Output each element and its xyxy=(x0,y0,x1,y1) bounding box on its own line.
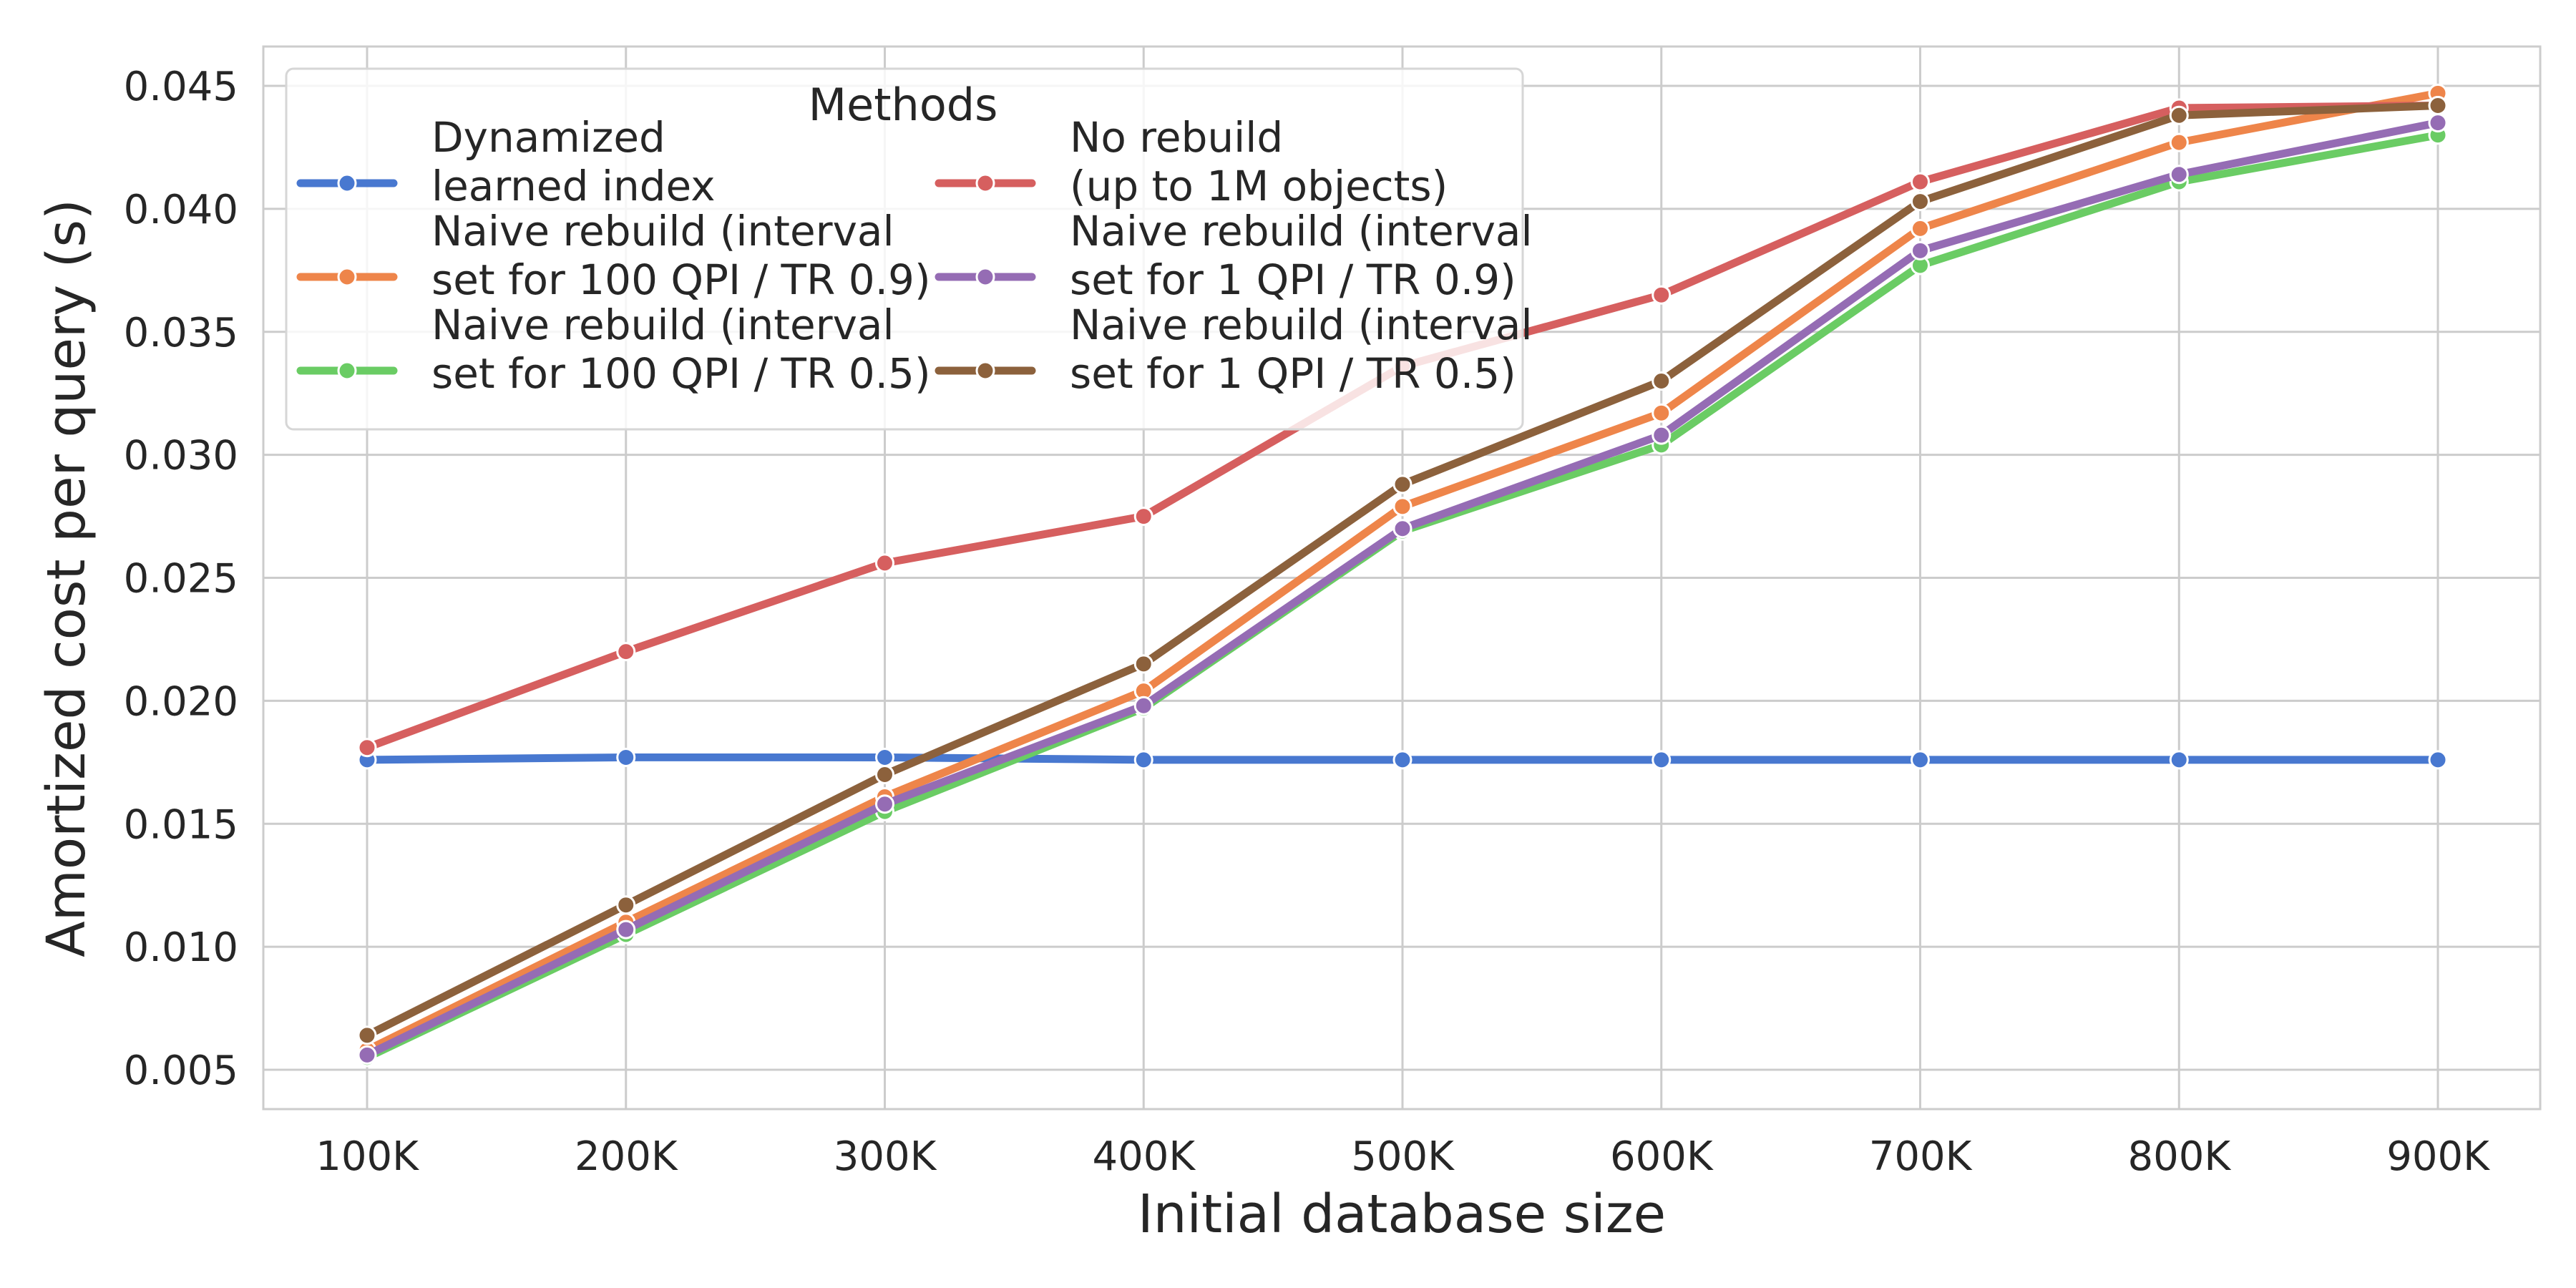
legend-label-line: set for 100 QPI / TR 0.9) xyxy=(431,255,931,304)
x-tick-label: 900K xyxy=(2386,1133,2490,1180)
data-point xyxy=(875,765,894,784)
legend-label-line: Naive rebuild (interval xyxy=(1070,301,1533,349)
x-tick-label: 300K xyxy=(834,1133,937,1180)
data-point xyxy=(1652,403,1672,423)
data-point xyxy=(1392,497,1413,517)
y-tick-label: 0.040 xyxy=(124,187,238,233)
series-5 xyxy=(357,113,2448,1065)
data-point xyxy=(2428,96,2448,115)
x-tick-label: 100K xyxy=(316,1133,419,1180)
data-point xyxy=(1133,654,1153,674)
data-point xyxy=(1911,240,1930,260)
legend-label-line: (up to 1M objects) xyxy=(1070,162,1448,210)
data-point xyxy=(2169,750,2189,770)
data-point xyxy=(2428,113,2448,133)
y-tick-label: 0.020 xyxy=(124,678,238,725)
legend-label: Naive rebuild (interval set for 100 QPI /… xyxy=(431,301,931,398)
legend-item: No rebuild (up to 1M objects) xyxy=(935,113,1448,210)
plot-frame xyxy=(262,45,2542,1111)
data-point xyxy=(1652,425,1672,445)
data-point xyxy=(2169,105,2189,125)
y-tick-label: 0.025 xyxy=(124,556,238,602)
series-6 xyxy=(357,96,2448,1045)
tick-labels: 100K 200K 300K 400K 500K 600K 700K 800K 900K 0.00… xyxy=(124,64,2490,1180)
data-point xyxy=(357,1025,377,1045)
y-axis-title: Amortized cost per query (s) xyxy=(36,199,97,957)
legend-label-line: set for 1 QPI / TR 0.5) xyxy=(1070,349,1516,398)
data-point xyxy=(875,794,894,814)
y-tick-label: 0.015 xyxy=(124,801,238,848)
legend-swatch-marker xyxy=(337,361,357,381)
data-point xyxy=(1911,192,1930,212)
legend-item: Naive rebuild (interval set for 100 QPI /… xyxy=(296,301,931,398)
legend-swatch-marker xyxy=(337,267,357,287)
data-point xyxy=(1652,750,1672,770)
data-point xyxy=(2169,165,2189,185)
legend-swatch-marker xyxy=(337,173,357,193)
data-point xyxy=(1133,750,1153,770)
y-tick-label: 0.045 xyxy=(124,64,238,110)
legend-title: Methods xyxy=(809,79,998,131)
data-point xyxy=(1133,507,1153,527)
series-lines xyxy=(357,83,2448,1068)
data-point xyxy=(1392,474,1413,494)
legend-swatch-marker xyxy=(975,361,995,381)
y-tick-label: 0.030 xyxy=(124,433,238,479)
legend-item: Naive rebuild (interval set for 100 QPI /… xyxy=(296,207,931,304)
legend-box xyxy=(285,67,1524,431)
x-tick-label: 400K xyxy=(1092,1133,1196,1180)
data-point xyxy=(1911,750,1930,770)
legend-label-line: Dynamized xyxy=(431,113,665,162)
x-axis-title: Initial database size xyxy=(1138,1184,1666,1245)
data-point xyxy=(1911,172,1930,192)
data-point xyxy=(2428,750,2448,770)
x-tick-label: 200K xyxy=(575,1133,678,1180)
data-point xyxy=(616,642,636,662)
series-1 xyxy=(357,747,2448,770)
data-point xyxy=(357,738,377,758)
data-point xyxy=(1392,519,1413,539)
legend-label-line: learned index xyxy=(431,162,716,210)
x-tick-label: 700K xyxy=(1869,1133,1973,1180)
y-tick-label: 0.035 xyxy=(124,310,238,356)
data-point xyxy=(875,747,894,767)
legend-item: Dynamized learned index xyxy=(296,113,716,210)
data-point xyxy=(1652,371,1672,391)
data-point xyxy=(616,919,636,940)
x-tick-label: 600K xyxy=(1610,1133,1714,1180)
legend-label-line: set for 1 QPI / TR 0.9) xyxy=(1070,255,1516,304)
data-point xyxy=(1133,696,1153,716)
legend-label-line: No rebuild xyxy=(1070,113,1283,162)
data-point xyxy=(2169,132,2189,152)
legend-label-line: Naive rebuild (interval xyxy=(431,301,894,349)
legend-label-line: set for 100 QPI / TR 0.5) xyxy=(431,349,931,398)
x-tick-label: 800K xyxy=(2127,1133,2231,1180)
legend-item: Naive rebuild (interval set for 1 QPI / T… xyxy=(935,301,1533,398)
y-tick-label: 0.010 xyxy=(124,924,238,971)
legend-label: Naive rebuild (interval set for 1 QPI / T… xyxy=(1070,301,1533,398)
data-point xyxy=(1652,285,1672,305)
data-point xyxy=(357,1045,377,1065)
legend-item: Naive rebuild (interval set for 1 QPI / T… xyxy=(935,207,1533,304)
data-point xyxy=(875,553,894,573)
legend-label-line: Naive rebuild (interval xyxy=(431,207,894,255)
data-point xyxy=(1392,750,1413,770)
data-point xyxy=(616,895,636,915)
legend-swatch-marker xyxy=(975,267,995,287)
legend-label: Naive rebuild (interval set for 100 QPI /… xyxy=(431,207,931,304)
x-tick-label: 500K xyxy=(1351,1133,1455,1180)
legend-label-line: Naive rebuild (interval xyxy=(1070,207,1533,255)
data-point xyxy=(616,747,636,767)
legend-label: Dynamized learned index xyxy=(431,113,716,210)
legend-label: Naive rebuild (interval set for 1 QPI / T… xyxy=(1070,207,1533,304)
legend-label: No rebuild (up to 1M objects) xyxy=(1070,113,1448,210)
y-tick-label: 0.005 xyxy=(124,1048,238,1094)
legend-swatch-marker xyxy=(975,173,995,193)
data-point xyxy=(1911,218,1930,238)
